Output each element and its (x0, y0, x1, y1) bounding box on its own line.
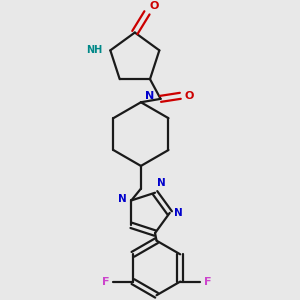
Text: F: F (102, 277, 110, 286)
Text: N: N (146, 91, 155, 101)
Text: F: F (203, 277, 211, 286)
Text: O: O (185, 91, 194, 101)
Text: N: N (174, 208, 183, 218)
Text: NH: NH (86, 45, 103, 55)
Text: N: N (157, 178, 165, 188)
Text: N: N (118, 194, 127, 204)
Text: O: O (150, 1, 159, 11)
